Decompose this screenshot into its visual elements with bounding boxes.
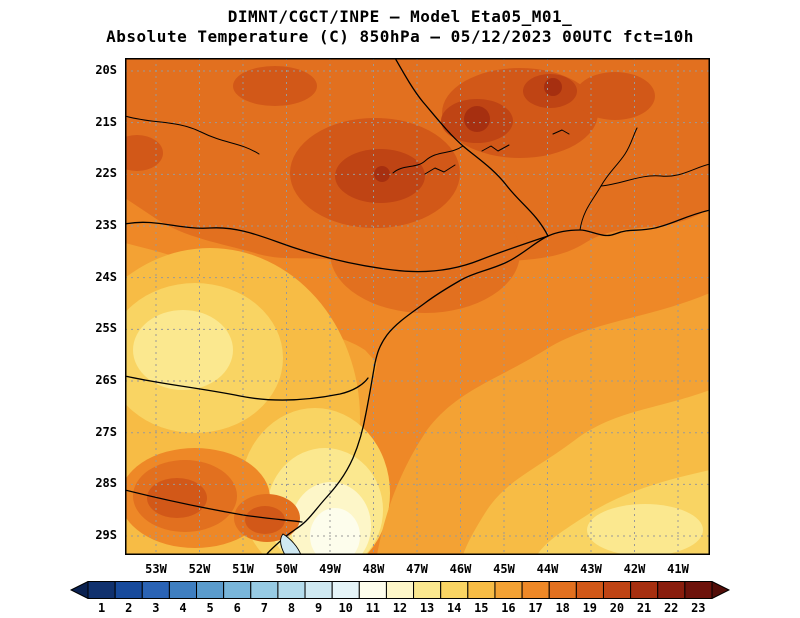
colorbar-bar: [69, 580, 731, 600]
colorbar-tick-label: 2: [125, 601, 133, 615]
colorbar-tick-label: 21: [636, 601, 652, 615]
border-interior-long: [125, 221, 549, 273]
lon-tick-label: 48W: [362, 562, 385, 576]
colorbar-tick-label: 17: [528, 601, 543, 615]
chart-title-line2: Absolute Temperature (C) 850hPa — 05/12/…: [106, 27, 694, 46]
colorbar-segment: [548, 581, 577, 599]
reservoir-squiggles: [424, 129, 570, 175]
border-pr-sc: [125, 375, 369, 401]
lat-tick-label: 20S: [95, 63, 117, 77]
lon-tick-label: 43W: [580, 562, 602, 576]
lat-tick-label: 28S: [95, 476, 117, 491]
lon-tick-label: 46W: [449, 562, 472, 576]
lat-tick-label: 24S: [95, 269, 117, 284]
lon-tick-label: 44W: [536, 562, 559, 576]
chart-title-line1: DIMNT/CGCT/INPE — Model Eta05_M01_: [227, 7, 573, 26]
colorbar-tick-label: 6: [233, 601, 241, 615]
colorbar-segment: [196, 581, 225, 599]
border-sc-rs: [125, 489, 303, 523]
colorbar-segment: [657, 581, 686, 599]
lat-tick-label: 26S: [95, 373, 117, 388]
temperature-field: [125, 58, 710, 555]
colorbar-tick-label: 10: [338, 601, 353, 615]
colorbar-tick-label: 7: [260, 601, 268, 615]
lat-tick-label: 27S: [95, 424, 117, 439]
colorbar-segment: [413, 581, 442, 599]
colorbar-tick-label: 22: [663, 601, 679, 615]
colorbar-under-arrow: [69, 580, 89, 600]
colorbar-tick-label: 18: [555, 601, 570, 615]
colorbar-tick-label: 16: [501, 601, 516, 615]
colorbar-over-arrow: [711, 580, 731, 600]
border-mg-es: [600, 163, 710, 187]
colorbar-tick-label: 1: [97, 601, 106, 615]
lon-tick-label: 41W: [667, 562, 689, 576]
colorbar-segment: [684, 581, 713, 599]
colorbar-tick-label: 23: [691, 601, 706, 615]
colorbar-tick-label: 20: [609, 601, 625, 615]
lat-tick-label: 23S: [95, 218, 117, 232]
colorbar-tick-label: 13: [419, 601, 435, 615]
river-parana: [125, 115, 260, 155]
border-mg-wiggle: [392, 145, 464, 174]
colorbar-segment: [87, 581, 116, 599]
colorbar-segment: [602, 581, 632, 599]
gridlines: [125, 58, 710, 555]
colorbar-segment: [467, 581, 496, 599]
lon-tick-label: 53W: [145, 562, 167, 576]
state-borders: [125, 58, 710, 555]
colorbar-tick-label: 4: [179, 601, 187, 615]
colorbar-segment: [440, 581, 469, 599]
colorbar-segment: [521, 581, 550, 599]
lat-tick-label: 22S: [95, 166, 117, 181]
colorbar-tick-label: 9: [314, 601, 323, 615]
colorbar-tick-label: 8: [287, 601, 296, 615]
lat-tick-label: 29S: [95, 528, 117, 543]
colorbar-segment: [331, 581, 360, 599]
colorbar-segment: [277, 581, 306, 599]
colorbar-tick-label: 15: [474, 601, 489, 615]
coastline: [265, 209, 710, 555]
colorbar-segment: [630, 581, 659, 599]
lon-tick-label: 42W: [623, 562, 646, 576]
lon-tick-label: 47W: [406, 562, 428, 576]
lagoon: [280, 533, 302, 555]
lat-tick-label: 25S: [95, 321, 117, 336]
temperature-field-map: [125, 58, 710, 555]
colorbar-segment: [358, 581, 387, 599]
colorbar-segment: [223, 581, 252, 599]
border-rj-mg: [579, 127, 638, 231]
colorbar-tick-labels: 1 2 3 4 5 6 7 8 9 10 11 12 13 14 15 16 17 18 19 20 21 22 23: [88, 601, 712, 615]
colorbar: [69, 580, 731, 603]
lon-tick-label: 52W: [188, 562, 211, 576]
colorbar-segment: [575, 581, 604, 599]
colorbar-segment: [168, 581, 198, 599]
colorbar-segment: [304, 581, 333, 599]
colorbar-tick-label: 19: [582, 601, 598, 615]
lon-tick-label: 51W: [232, 562, 254, 576]
colorbar-tick-label: 5: [206, 601, 214, 615]
lon-tick-label: 45W: [493, 562, 515, 576]
colorbar-segment: [114, 581, 143, 599]
colorbar-segment: [385, 581, 415, 599]
colorbar-tick-label: 14: [446, 601, 462, 615]
colorbar-segment: [494, 581, 523, 599]
lat-tick-label: 21S: [95, 114, 117, 129]
lon-tick-label: 50W: [275, 562, 298, 576]
lon-tick-label: 49W: [319, 562, 341, 576]
colorbar-tick-label: 11: [365, 601, 381, 615]
colorbar-segment: [141, 581, 170, 599]
map-frame-border: [125, 58, 710, 555]
colorbar-segment: [250, 581, 279, 599]
colorbar-tick-label: 12: [392, 601, 408, 615]
colorbar-tick-label: 3: [152, 601, 160, 615]
